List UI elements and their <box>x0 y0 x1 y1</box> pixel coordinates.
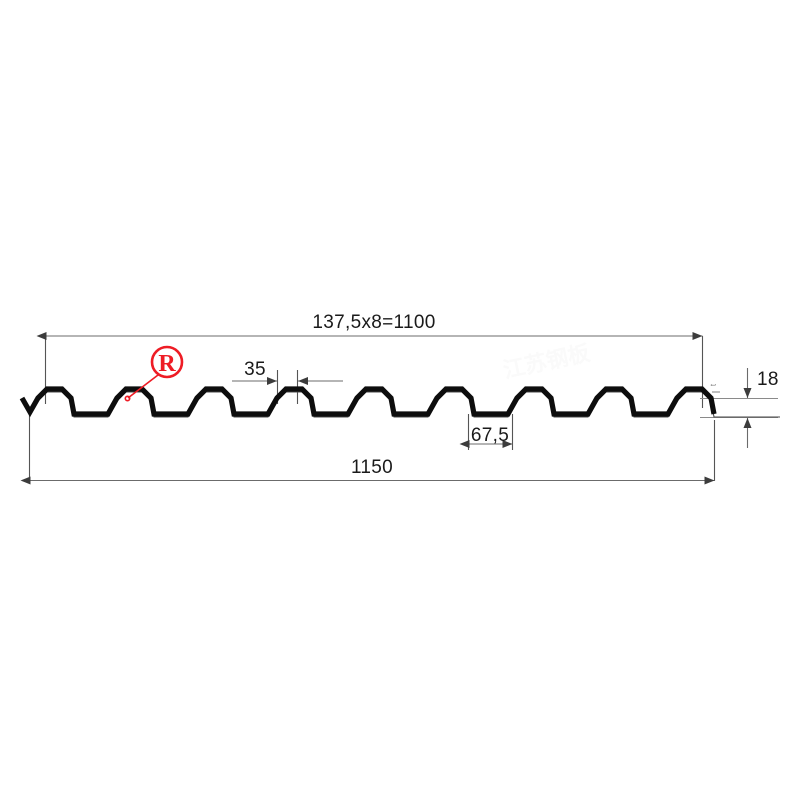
dimension-label-valley-width: 67,5 <box>471 425 509 446</box>
dimension-valley-width: 67,5 <box>459 414 514 450</box>
registered-trademark-icon[interactable] <box>150 345 184 379</box>
watermark: 江苏钢板 <box>501 340 593 383</box>
dimension-label-height: 18 <box>757 369 779 390</box>
watermark-text: 江苏钢板 <box>501 340 593 383</box>
dimension-label-rib-width: 35 <box>244 359 266 380</box>
dimension-rib-width: 35 <box>232 359 343 404</box>
dimension-label-thickness: t <box>709 383 718 386</box>
dimension-label-overall-bottom: 1150 <box>351 457 393 478</box>
dimension-overall-bottom: 1150 <box>20 412 716 485</box>
profile-main-outline <box>19 386 717 418</box>
leader-line-registered <box>127 374 159 399</box>
profile-underside-line <box>21 391 780 418</box>
registered-trademark-letter: R <box>158 351 176 377</box>
dimension-thickness: t <box>709 383 720 393</box>
registered-trademark-annotation[interactable]: R <box>124 345 184 402</box>
dimension-label-overall-top: 137,5x8=1100 <box>312 312 435 333</box>
dimension-overall-top: 137,5x8=1100 <box>36 312 704 408</box>
leader-dot-registered <box>124 395 131 402</box>
